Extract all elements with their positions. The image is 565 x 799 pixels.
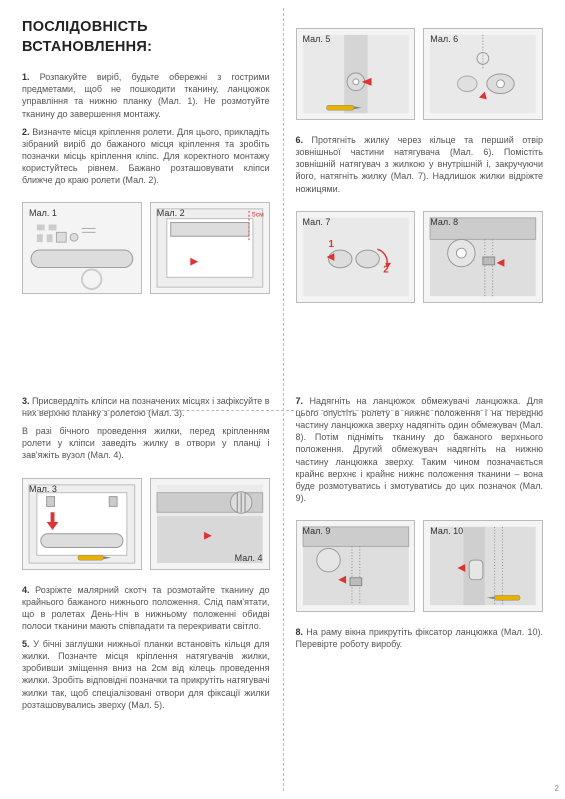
step-8: 8. На раму вікна прикрутіть фіксатор лан… bbox=[296, 626, 544, 650]
figure-1-label: Мал. 1 bbox=[29, 207, 57, 219]
step-3-num: 3. bbox=[22, 396, 30, 406]
page-title: ПОСЛІДОВНІСТЬ ВСТАНОВЛЕННЯ: bbox=[22, 18, 270, 57]
step-4-num: 4. bbox=[22, 585, 30, 595]
figure-9: Мал. 9 bbox=[296, 520, 416, 612]
figure-5-label: Мал. 5 bbox=[303, 33, 331, 45]
figure-row-1-2: Мал. 1 Мал. 2 5см bbox=[22, 202, 270, 294]
center-divider-horizontal bbox=[22, 410, 543, 411]
quadrant-top-right: Мал. 5 Мал. 6 bbox=[296, 18, 544, 377]
quadrant-bottom-right: 7. Надягніть на ланцюжок обмежувачі ланц… bbox=[296, 395, 544, 785]
step-8-text: На раму вікна прикрутіть фіксатор ланцюж… bbox=[296, 627, 544, 649]
step-7-num: 7. bbox=[296, 396, 304, 406]
step-3: 3. Присвердліть кліпси на позначених міс… bbox=[22, 395, 270, 419]
step-2: 2. Визначте місця кріплення ролети. Для … bbox=[22, 126, 270, 187]
quadrant-bottom-left: 3. Присвердліть кліпси на позначених міс… bbox=[22, 395, 270, 785]
page-number: 2 bbox=[555, 784, 559, 795]
figure-row-7-8: Мал. 7 1 2 Мал. 8 bbox=[296, 211, 544, 303]
figure-4-label: Мал. 4 bbox=[235, 552, 263, 564]
step-5-text: У бічні заглушки нижньої планки встанові… bbox=[22, 639, 270, 710]
step-5: 5. У бічні заглушки нижньої планки встан… bbox=[22, 638, 270, 711]
figure-10: Мал. 10 bbox=[423, 520, 543, 612]
step-7-text: Надягніть на ланцюжок обмежувачі ланцюжк… bbox=[296, 396, 544, 503]
figure-4: Мал. 4 bbox=[150, 478, 270, 570]
figure-2-label: Мал. 2 bbox=[157, 207, 185, 219]
figure-2: Мал. 2 5см bbox=[150, 202, 270, 294]
step-7: 7. Надягніть на ланцюжок обмежувачі ланц… bbox=[296, 395, 544, 504]
figure-7-label: Мал. 7 bbox=[303, 216, 331, 228]
figure-7: Мал. 7 1 2 bbox=[296, 211, 416, 303]
figure-3: Мал. 3 bbox=[22, 478, 142, 570]
figure-5: Мал. 5 bbox=[296, 28, 416, 120]
step-4-text: Розріжте малярний скотч та розмотайте тк… bbox=[22, 585, 270, 631]
step-6: 6. Протягніть жилку через кільце та перш… bbox=[296, 134, 544, 195]
figure-row-9-10: Мал. 9 Мал. 10 bbox=[296, 520, 544, 612]
figure-row-5-6: Мал. 5 Мал. 6 bbox=[296, 28, 544, 120]
step-1: 1. Розпакуйте виріб, будьте обережні з г… bbox=[22, 71, 270, 120]
step-5-num: 5. bbox=[22, 639, 30, 649]
step-3b: В разі бічного проведення жилки, перед к… bbox=[22, 425, 270, 461]
figure-6-label: Мал. 6 bbox=[430, 33, 458, 45]
figure-3-label: Мал. 3 bbox=[29, 483, 57, 495]
svg-text:5см: 5см bbox=[252, 212, 264, 219]
figure-10-label: Мал. 10 bbox=[430, 525, 463, 537]
step-3-text: Присвердліть кліпси на позначених місцях… bbox=[22, 396, 270, 418]
figure-row-3-4: Мал. 3 Мал. 4 bbox=[22, 478, 270, 570]
figure-9-label: Мал. 9 bbox=[303, 525, 331, 537]
svg-text:1: 1 bbox=[328, 239, 334, 250]
figure-6: Мал. 6 bbox=[423, 28, 543, 120]
figure-1: Мал. 1 bbox=[22, 202, 142, 294]
step-2-num: 2. bbox=[22, 127, 30, 137]
step-6-num: 6. bbox=[296, 135, 304, 145]
step-6-text: Протягніть жилку через кільце та перший … bbox=[296, 135, 544, 194]
figure-8-label: Мал. 8 bbox=[430, 216, 458, 228]
step-2-text: Визначте місця кріплення ролети. Для цьо… bbox=[22, 127, 270, 186]
step-4: 4. Розріжте малярний скотч та розмотайте… bbox=[22, 584, 270, 633]
step-1-text: Розпакуйте виріб, будьте обережні з гост… bbox=[22, 72, 270, 118]
center-divider-vertical bbox=[283, 8, 284, 791]
step-1-num: 1. bbox=[22, 72, 30, 82]
figure-8: Мал. 8 bbox=[423, 211, 543, 303]
quadrant-top-left: ПОСЛІДОВНІСТЬ ВСТАНОВЛЕННЯ: 1. Розпакуйт… bbox=[22, 18, 270, 377]
step-8-num: 8. bbox=[296, 627, 304, 637]
